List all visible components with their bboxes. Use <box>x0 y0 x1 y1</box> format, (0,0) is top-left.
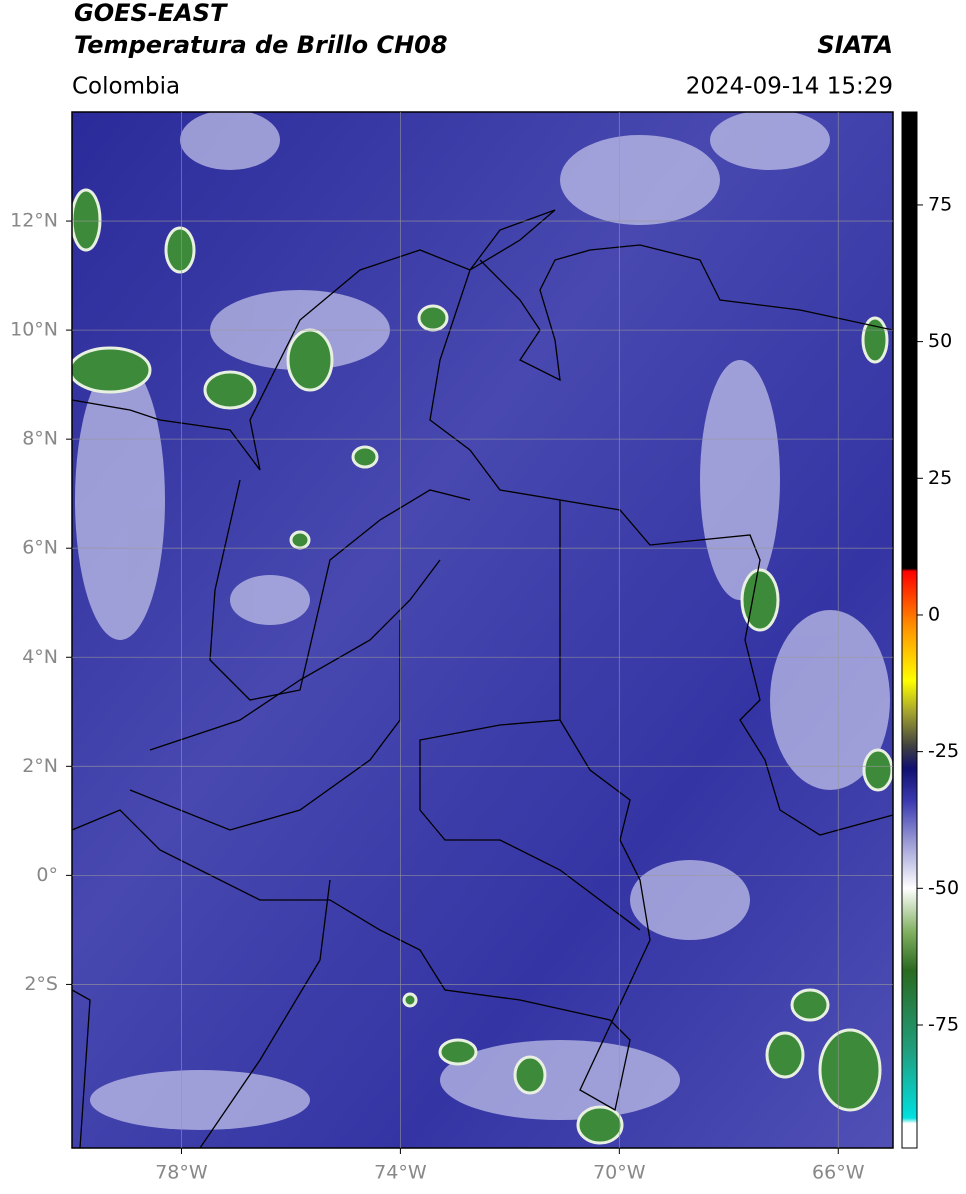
y-tick-label: 10°N <box>10 319 58 341</box>
datetime: 2024-09-14 15:29 <box>686 74 893 100</box>
colorbar-tick-label: -75 <box>928 1013 959 1035</box>
y-tick-label: 4°N <box>22 646 58 668</box>
y-tick-label: 6°N <box>22 537 58 559</box>
colorbar-tick-label: 0 <box>928 603 940 625</box>
y-tick-label: 8°N <box>22 428 58 450</box>
x-tick-label: 70°W <box>593 1162 646 1184</box>
title-line1: GOES-EAST <box>74 0 228 27</box>
title-line2: Temperatura de Brillo CH08 <box>74 31 448 59</box>
colorbar <box>901 111 918 1149</box>
region: Colombia <box>72 74 180 100</box>
x-tick-label: 66°W <box>812 1162 865 1184</box>
map-frame <box>71 111 894 1149</box>
y-tick-label: 2°N <box>22 755 58 777</box>
source: SIATA <box>817 31 893 59</box>
x-tick-label: 74°W <box>374 1162 427 1184</box>
y-tick-label: 0° <box>36 864 58 886</box>
colorbar-tick-label: 50 <box>928 330 952 352</box>
map-image <box>72 112 893 1148</box>
x-tick-label: 78°W <box>155 1162 208 1184</box>
y-tick-label: 12°N <box>10 210 58 232</box>
colorbar-tick-label: -50 <box>928 877 959 899</box>
y-tick-label: 2°S <box>24 973 58 995</box>
colorbar-tick-label: 25 <box>928 467 952 489</box>
colorbar-tick-label: 75 <box>928 193 952 215</box>
colorbar-tick-label: -25 <box>928 740 959 762</box>
